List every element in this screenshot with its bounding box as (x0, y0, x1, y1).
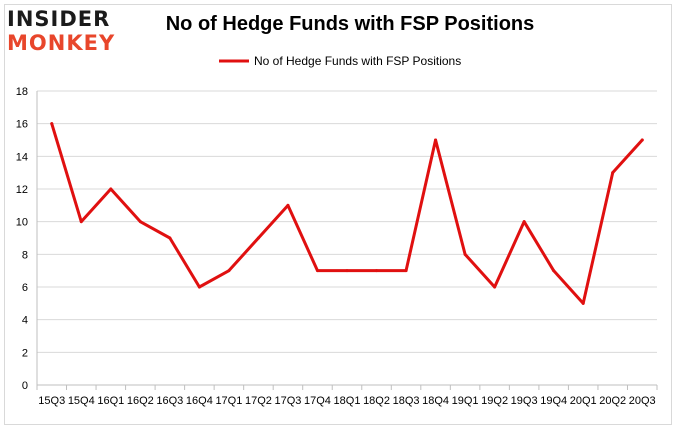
x-tick-label: 18Q1 (334, 395, 361, 407)
x-tick-label: 19Q3 (511, 395, 538, 407)
y-tick-label: 8 (22, 249, 28, 261)
data-point (493, 285, 497, 289)
data-point (197, 285, 201, 289)
x-tick-label: 20Q2 (599, 395, 626, 407)
data-point (256, 236, 260, 240)
data-point (611, 171, 615, 175)
y-tick-label: 12 (16, 184, 28, 196)
x-tick-label: 15Q4 (68, 395, 95, 407)
data-point (138, 220, 142, 224)
x-tick-label: 17Q1 (215, 395, 242, 407)
data-point (345, 269, 349, 273)
data-point (375, 269, 379, 273)
x-tick-label: 18Q3 (393, 395, 420, 407)
data-point (463, 252, 467, 256)
chart-title: No of Hedge Funds with FSP Positions (165, 13, 535, 35)
x-tick-label: 20Q1 (570, 395, 597, 407)
data-point (552, 269, 556, 273)
y-tick-label: 6 (22, 282, 28, 294)
y-tick-label: 4 (22, 315, 28, 327)
data-point (315, 269, 319, 273)
data-point (168, 236, 172, 240)
data-point (404, 269, 408, 273)
y-tick-label: 10 (16, 217, 28, 229)
y-tick-label: 18 (16, 86, 28, 98)
y-tick-label: 2 (22, 347, 28, 359)
x-tick-label: 16Q4 (186, 395, 213, 407)
data-point (640, 138, 644, 142)
x-tick-label: 17Q3 (274, 395, 301, 407)
data-point (79, 220, 83, 224)
data-point (581, 301, 585, 305)
data-point (522, 220, 526, 224)
x-tick-label: 16Q1 (97, 395, 124, 407)
logo-line-1: INSIDER (7, 7, 111, 31)
data-point (109, 187, 113, 191)
data-point (50, 122, 54, 126)
x-tick-label: 18Q4 (422, 395, 449, 407)
y-tick-label: 0 (22, 380, 28, 392)
x-tick-label: 16Q2 (127, 395, 154, 407)
x-tick-label: 15Q3 (38, 395, 65, 407)
y-tick-label: 14 (16, 151, 28, 163)
series-line (50, 122, 644, 305)
x-tick-label: 19Q2 (481, 395, 508, 407)
chart-frame (4, 4, 672, 425)
x-tick-label: 19Q1 (452, 395, 479, 407)
legend-label: No of Hedge Funds with FSP Positions (254, 54, 461, 68)
y-tick-label: 16 (16, 119, 28, 131)
x-tick-label: 16Q3 (156, 395, 183, 407)
x-tick-label: 17Q4 (304, 395, 331, 407)
logo-line-2: MONKEY (7, 31, 116, 55)
data-point (286, 203, 290, 207)
x-tick-label: 18Q2 (363, 395, 390, 407)
insider-monkey-logo: INSIDER MONKEY (7, 7, 125, 57)
x-tick-label: 19Q4 (540, 395, 567, 407)
data-point (227, 269, 231, 273)
data-point (434, 138, 438, 142)
x-tick-label: 17Q2 (245, 395, 272, 407)
x-tick-label: 20Q3 (629, 395, 656, 407)
